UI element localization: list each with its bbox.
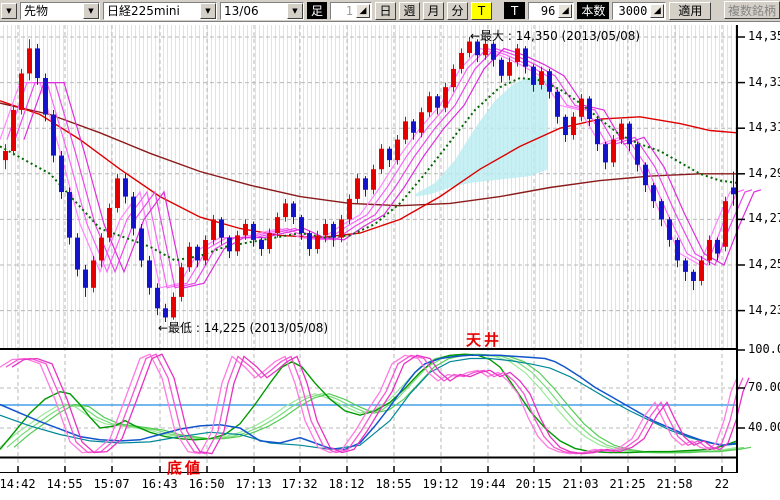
ceiling-annotation: 天井 xyxy=(466,331,503,349)
stepper-icon[interactable]: ◢ xyxy=(356,3,371,18)
tick-count-value: 96 xyxy=(540,3,556,18)
chevron-down-icon[interactable]: ▼ xyxy=(83,2,99,19)
bar-count-stepper[interactable]: 3000 ◢ xyxy=(612,1,667,20)
chevron-down-icon: ▼ xyxy=(6,6,12,15)
contract-month-select[interactable]: 13/06 ▼ xyxy=(220,1,304,20)
symbol-select[interactable]: 日経225mini ▼ xyxy=(103,1,217,20)
period-minute-button[interactable]: 分 xyxy=(447,1,469,20)
tick-count-stepper[interactable]: 96 ◢ xyxy=(528,1,575,20)
interval-value: 1 xyxy=(345,3,354,18)
period-month-button[interactable]: 月 xyxy=(423,1,445,20)
stepper-icon[interactable]: ◢ xyxy=(650,3,665,18)
market-select[interactable]: 先物 ▼ xyxy=(20,1,100,20)
chevron-down-icon[interactable]: ▼ xyxy=(287,2,303,19)
multi-symbol-button[interactable]: 複数銘柄 xyxy=(723,1,780,19)
bar-count-label: 本数 xyxy=(577,2,610,19)
period-day-button[interactable]: 日 xyxy=(375,1,397,20)
period-week-button[interactable]: 週 xyxy=(399,1,421,20)
bottom-annotation: 底値 xyxy=(167,459,204,477)
period-tick-button[interactable]: T xyxy=(471,1,493,20)
contract-month-value: 13/06 xyxy=(224,3,259,18)
apply-button[interactable]: 適用 xyxy=(669,1,712,20)
symbol-select-value: 日経225mini xyxy=(107,4,180,18)
market-select-value: 先物 xyxy=(24,4,49,18)
ashi-label: 足 xyxy=(307,2,328,19)
session-high-annotation: ←最大 : 14,350 (2013/05/08) xyxy=(470,29,641,43)
stepper-icon[interactable]: ◢ xyxy=(558,3,573,18)
interval-stepper[interactable]: 1 ◢ xyxy=(330,1,373,20)
chevron-down-icon[interactable]: ▼ xyxy=(200,2,216,19)
bar-count-value: 3000 xyxy=(618,3,648,18)
chart-toolbar: ▼ 先物 ▼ 日経225mini ▼ 13/06 ▼ 足 1 ◢ 日 週 月 分… xyxy=(0,0,780,22)
left-dropdown-button[interactable]: ▼ xyxy=(1,2,17,19)
tick-label: T xyxy=(504,2,526,19)
candle-grid-stripes xyxy=(0,25,737,349)
session-low-annotation: ←最低 : 14,225 (2013/05/08) xyxy=(158,321,329,335)
